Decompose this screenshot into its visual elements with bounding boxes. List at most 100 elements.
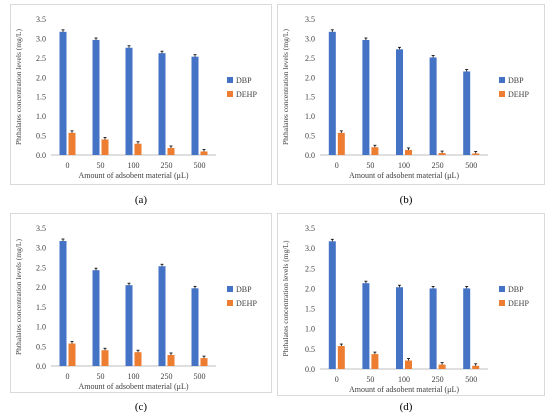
y-tick-label: 3.0 <box>36 244 46 253</box>
legend-label-dehp: DEHP <box>508 299 529 308</box>
x-tick-label: 100 <box>128 372 140 381</box>
y-axis-title: Phthalates concentration levels (mg/L) <box>281 29 290 146</box>
x-tick-label: 250 <box>161 372 173 381</box>
bar-dbp-50 <box>92 270 100 366</box>
bar-dbp-0 <box>59 241 67 366</box>
bar-dehp-500 <box>472 153 480 155</box>
bar-dehp-50 <box>101 350 109 366</box>
y-tick-label: 0.5 <box>36 342 46 351</box>
bar-dbp-50 <box>92 39 100 155</box>
chart-a: 0.0 0.5 1.0 1.5 2.0 2.5 3.0 3.5 0 50 100 250 500 Amou… <box>14 15 257 180</box>
x-tick-label: 0 <box>66 161 70 170</box>
y-tick-label: 2.5 <box>305 54 315 63</box>
chart-d: 0.0 0.5 1.0 1.5 2.0 2.5 3.0 3.5 0 50 100 250 500 Amou… <box>281 224 529 394</box>
x-tick-label: 100 <box>398 375 410 384</box>
caption-c: (c) <box>134 401 148 413</box>
bar-dbp-500 <box>463 288 471 369</box>
legend-label-dehp: DEHP <box>508 90 529 99</box>
y-tick-label: 1.5 <box>36 93 46 102</box>
bar-dehp-50 <box>101 139 109 155</box>
caption-a: (a) <box>134 194 148 206</box>
x-tick-label: 50 <box>97 372 105 381</box>
x-tick-label: 500 <box>194 372 206 381</box>
bar-dehp-250 <box>438 153 446 155</box>
bar-dbp-50 <box>362 39 370 155</box>
y-tick-label: 3.5 <box>36 15 46 24</box>
x-tick-label: 100 <box>398 161 410 170</box>
bar-dehp-0 <box>337 346 345 369</box>
bar-dbp-50 <box>362 283 370 369</box>
y-tick-label: 3.0 <box>305 244 315 253</box>
y-tick-label: 2.0 <box>36 73 46 82</box>
bar-dehp-100 <box>405 360 412 369</box>
y-axis-title: Phthalates concentration levels (mg/L) <box>281 240 290 357</box>
legend-swatch-dbp <box>499 286 505 292</box>
legend-label-dbp: DBP <box>236 76 252 85</box>
y-tick-label: 0.0 <box>36 362 46 371</box>
y-tick-label: 0.0 <box>305 151 315 160</box>
bar-dehp-50 <box>371 147 379 155</box>
bar-dehp-500 <box>472 365 480 369</box>
y-tick-label: 3.5 <box>36 224 46 233</box>
bar-dehp-100 <box>134 143 142 155</box>
y-axis-title: Phthalates concentration levels (mg/L) <box>14 29 23 146</box>
legend-label-dbp: DBP <box>508 285 524 294</box>
x-tick-label: 250 <box>161 161 173 170</box>
bar-dbp-250 <box>158 53 166 155</box>
bar-dehp-100 <box>134 352 142 366</box>
x-axis-title: Amount of adsobent material (μL) <box>78 382 188 391</box>
x-tick-label: 500 <box>194 161 206 170</box>
legend-label-dehp: DEHP <box>236 299 257 308</box>
y-tick-label: 0.5 <box>305 345 315 354</box>
bar-dehp-500 <box>200 358 208 366</box>
y-tick-label: 3.0 <box>36 34 46 43</box>
bar-dbp-0 <box>328 31 336 155</box>
bar-dehp-250 <box>167 148 175 155</box>
legend-label-dbp: DBP <box>508 76 524 85</box>
bar-dehp-0 <box>68 343 76 366</box>
y-tick-label: 1.0 <box>36 323 46 332</box>
bar-dehp-0 <box>337 132 345 155</box>
legend-swatch-dehp <box>227 300 233 306</box>
y-tick-label: 3.5 <box>305 224 315 233</box>
x-tick-label: 0 <box>335 161 339 170</box>
legend-swatch-dbp <box>499 77 505 83</box>
legend-label-dbp: DBP <box>236 285 252 294</box>
y-tick-label: 1.0 <box>36 112 46 121</box>
y-tick-label: 0.5 <box>36 132 46 141</box>
legend-swatch-dbp <box>227 77 233 83</box>
y-tick-label: 2.5 <box>36 263 46 272</box>
x-tick-label: 100 <box>128 161 140 170</box>
bar-dbp-500 <box>463 71 471 155</box>
y-tick-label: 2.5 <box>305 264 315 273</box>
y-tick-label: 2.0 <box>305 284 315 293</box>
y-tick-label: 2.0 <box>36 283 46 292</box>
x-tick-label: 50 <box>366 161 374 170</box>
chart-panel-d: 0.0 0.5 1.0 1.5 2.0 2.5 3.0 3.5 0 50 100 250 500 Amou… <box>277 213 545 396</box>
bar-dbp-100 <box>396 49 403 155</box>
bar-dbp-100 <box>125 285 133 366</box>
bar-dehp-250 <box>167 354 175 366</box>
y-tick-label: 0.0 <box>36 151 46 160</box>
legend-label-dehp: DEHP <box>236 90 257 99</box>
caption-b: (b) <box>399 194 413 206</box>
y-tick-label: 1.5 <box>36 303 46 312</box>
y-axis-title: Phthalates concentration levels (mg/L) <box>14 239 23 356</box>
y-tick-label: 0.0 <box>305 365 315 374</box>
y-tick-label: 2.5 <box>36 54 46 63</box>
bar-dehp-250 <box>438 364 446 369</box>
x-tick-label: 500 <box>465 161 477 170</box>
bar-dehp-50 <box>371 354 379 369</box>
bar-dehp-100 <box>405 149 412 155</box>
x-axis-title: Amount of adsobent material (μL) <box>78 171 188 180</box>
bar-dbp-100 <box>396 287 403 369</box>
x-tick-label: 50 <box>97 161 105 170</box>
x-tick-label: 250 <box>432 375 444 384</box>
chart-c: 0.0 0.5 1.0 1.5 2.0 2.5 3.0 3.5 0 50 100 250 500 Amou… <box>14 224 257 391</box>
x-tick-label: 500 <box>465 375 477 384</box>
caption-d: (d) <box>399 401 413 413</box>
chart-b: 0.0 0.5 1.0 1.5 2.0 2.5 3.0 3.5 0 50 100 250 500 Amou… <box>281 15 529 180</box>
chart-panel-a: 0.0 0.5 1.0 1.5 2.0 2.5 3.0 3.5 0 50 100 250 500 Amou… <box>10 4 272 185</box>
x-tick-label: 0 <box>66 372 70 381</box>
y-tick-label: 1.5 <box>305 305 315 314</box>
